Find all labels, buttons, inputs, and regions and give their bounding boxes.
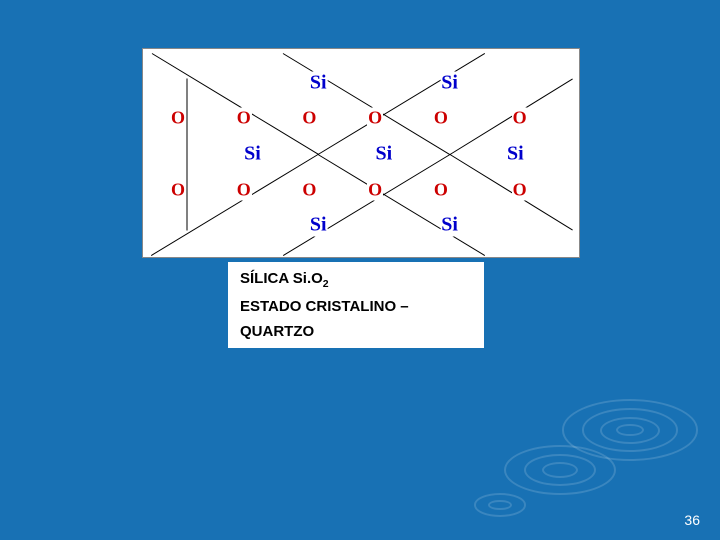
o-atom-label: O bbox=[301, 179, 317, 200]
si-atom-label: Si bbox=[243, 143, 262, 166]
o-atom-label: O bbox=[236, 108, 252, 129]
caption-sub: 2 bbox=[323, 278, 329, 290]
bond-line bbox=[186, 155, 187, 231]
o-atom-label: O bbox=[433, 179, 449, 200]
bond-line bbox=[318, 53, 485, 155]
si-atom-label: Si bbox=[440, 214, 459, 237]
page-number: 36 bbox=[684, 512, 700, 528]
bond-line bbox=[186, 79, 187, 155]
diagram-panel: Si Si Si Si Si Si Si O O O O O O O O O O O O bbox=[142, 48, 580, 258]
bond-line bbox=[151, 154, 318, 256]
o-atom-label: O bbox=[170, 179, 186, 200]
o-atom-label: O bbox=[301, 108, 317, 129]
caption-box: SÍLICA Si.O2 ESTADO CRISTALINO – QUARTZO bbox=[228, 262, 484, 348]
o-atom-label: O bbox=[367, 179, 383, 200]
bond-line bbox=[151, 53, 318, 155]
si-atom-label: Si bbox=[309, 71, 328, 94]
o-atom-label: O bbox=[512, 108, 528, 129]
bond-line bbox=[283, 53, 450, 155]
caption-text: SÍLICA Si bbox=[240, 270, 307, 287]
o-atom-label: O bbox=[236, 179, 252, 200]
bond-line bbox=[318, 154, 485, 256]
caption-line-2: ESTADO CRISTALINO – bbox=[240, 298, 472, 315]
o-atom-label: O bbox=[512, 179, 528, 200]
caption-line-3: QUARTZO bbox=[240, 323, 472, 340]
si-atom-label: Si bbox=[440, 71, 459, 94]
si-atom-label: Si bbox=[506, 143, 525, 166]
si-atom-label: Si bbox=[375, 143, 394, 166]
o-atom-label: O bbox=[170, 108, 186, 129]
caption-text: O bbox=[311, 270, 323, 287]
ripple-decoration bbox=[474, 493, 526, 516]
o-atom-label: O bbox=[367, 108, 383, 129]
o-atom-label: O bbox=[433, 108, 449, 129]
caption-line-1: SÍLICA Si.O2 bbox=[240, 270, 472, 290]
bond-line bbox=[283, 154, 450, 256]
ripple-decoration bbox=[562, 399, 698, 460]
si-atom-label: Si bbox=[309, 214, 328, 237]
